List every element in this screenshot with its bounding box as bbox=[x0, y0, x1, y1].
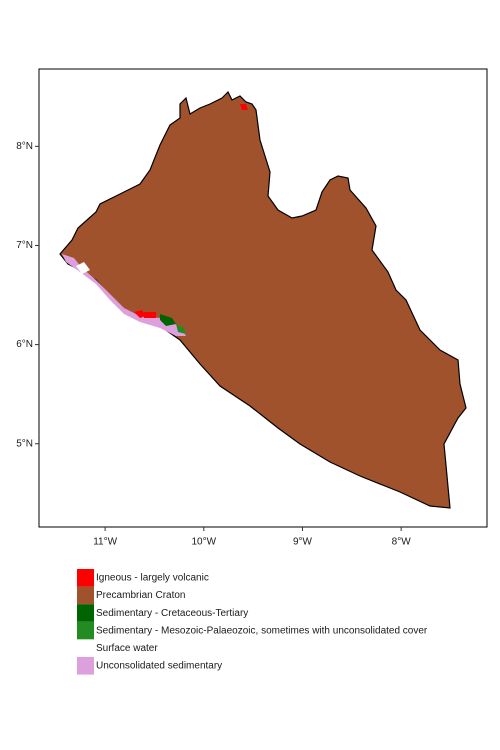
x-tick-label: 9°W bbox=[293, 537, 313, 548]
plot-frame bbox=[38, 68, 488, 528]
legend-label: Precambrian Craton bbox=[96, 590, 185, 601]
legend-label: Unconsolidated sedimentary bbox=[96, 661, 222, 672]
legend-label: Igneous - largely volcanic bbox=[96, 573, 209, 584]
cretaceous-area bbox=[160, 314, 176, 326]
legend-key bbox=[77, 621, 94, 640]
legend-label: Sedimentary - Cretaceous-Tertiary bbox=[96, 608, 248, 619]
y-tick-label: 5°N bbox=[16, 438, 33, 449]
precambrian-craton-area bbox=[59, 90, 467, 509]
mesozoic-area bbox=[176, 324, 186, 334]
country-map bbox=[59, 90, 467, 509]
legend-label: Sedimentary - Mesozoic-Palaeozoic, somet… bbox=[96, 625, 428, 636]
y-tick-label: 7°N bbox=[16, 240, 33, 251]
y-tick-label: 8°N bbox=[16, 141, 33, 152]
legend-key bbox=[77, 569, 94, 587]
surface-water-area bbox=[76, 262, 90, 274]
igneous-area bbox=[144, 312, 156, 318]
x-tick-label: 8°W bbox=[392, 537, 412, 548]
x-tick-label: 11°W bbox=[93, 537, 117, 548]
igneous-area bbox=[134, 310, 146, 318]
legend-key bbox=[77, 657, 94, 675]
legend-key bbox=[77, 639, 94, 657]
legend-key bbox=[77, 604, 94, 622]
legend-key bbox=[77, 586, 94, 605]
unconsolidated-area bbox=[62, 254, 186, 336]
x-tick-label: 10°W bbox=[192, 537, 217, 548]
y-tick-label: 6°N bbox=[16, 339, 33, 350]
legend-label: Surface water bbox=[96, 643, 158, 654]
igneous-area bbox=[240, 104, 248, 110]
